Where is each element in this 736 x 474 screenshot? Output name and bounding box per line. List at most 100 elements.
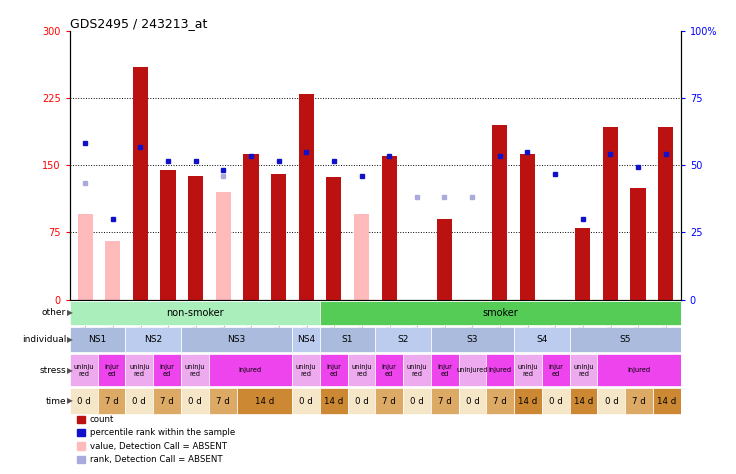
- Text: injured: injured: [489, 367, 512, 373]
- Text: 7 d: 7 d: [160, 397, 174, 405]
- Text: 0 d: 0 d: [77, 397, 91, 405]
- Bar: [403, 355, 431, 386]
- Bar: [437, 219, 452, 300]
- Text: S5: S5: [620, 335, 631, 344]
- Text: rank, Detection Call = ABSENT: rank, Detection Call = ABSENT: [90, 455, 222, 464]
- Bar: [70, 301, 320, 325]
- Text: NS2: NS2: [144, 335, 162, 344]
- Bar: [320, 327, 375, 352]
- Bar: [431, 327, 514, 352]
- Text: 7 d: 7 d: [438, 397, 452, 405]
- Bar: [658, 127, 673, 300]
- Text: non-smoker: non-smoker: [166, 308, 224, 318]
- Text: 14 d: 14 d: [518, 397, 538, 405]
- Bar: [492, 125, 507, 300]
- Text: uninjured: uninjured: [457, 367, 488, 373]
- Bar: [437, 232, 452, 300]
- Text: other: other: [42, 308, 66, 317]
- Bar: [347, 355, 375, 386]
- Bar: [271, 174, 286, 300]
- Bar: [598, 388, 626, 414]
- Bar: [598, 355, 681, 386]
- Bar: [514, 388, 542, 414]
- Bar: [209, 388, 236, 414]
- Text: injur
ed: injur ed: [382, 364, 397, 377]
- Bar: [514, 355, 542, 386]
- Text: 14 d: 14 d: [574, 397, 593, 405]
- Text: ▶: ▶: [67, 397, 73, 405]
- Text: uninju
red: uninju red: [573, 364, 594, 377]
- Bar: [575, 228, 590, 300]
- Text: uninju
red: uninju red: [74, 364, 94, 377]
- Bar: [70, 388, 98, 414]
- Text: injur
ed: injur ed: [548, 364, 563, 377]
- Text: 7 d: 7 d: [216, 397, 230, 405]
- Bar: [188, 176, 203, 300]
- Bar: [153, 355, 181, 386]
- Text: GDS2495 / 243213_at: GDS2495 / 243213_at: [70, 17, 208, 30]
- Text: value, Detection Call = ABSENT: value, Detection Call = ABSENT: [90, 442, 227, 450]
- Bar: [486, 388, 514, 414]
- Bar: [98, 355, 125, 386]
- Bar: [347, 388, 375, 414]
- Bar: [160, 170, 176, 300]
- Bar: [486, 355, 514, 386]
- Text: 14 d: 14 d: [657, 397, 676, 405]
- Text: ▶: ▶: [67, 366, 73, 374]
- Text: NS3: NS3: [227, 335, 246, 344]
- Text: uninju
red: uninju red: [407, 364, 428, 377]
- Bar: [292, 327, 320, 352]
- Bar: [570, 355, 598, 386]
- Bar: [459, 355, 486, 386]
- Text: ▶: ▶: [67, 308, 73, 317]
- Bar: [459, 388, 486, 414]
- Text: uninju
red: uninju red: [351, 364, 372, 377]
- Bar: [320, 388, 347, 414]
- Bar: [153, 388, 181, 414]
- Text: injur
ed: injur ed: [326, 364, 342, 377]
- Bar: [653, 388, 681, 414]
- Text: count: count: [90, 415, 114, 424]
- Bar: [209, 355, 292, 386]
- Text: time: time: [46, 397, 66, 405]
- Bar: [381, 156, 397, 300]
- Text: stress: stress: [40, 366, 66, 374]
- Text: uninju
red: uninju red: [296, 364, 316, 377]
- Bar: [216, 192, 231, 300]
- Bar: [570, 388, 598, 414]
- Bar: [431, 355, 459, 386]
- Bar: [375, 388, 403, 414]
- Bar: [299, 93, 314, 300]
- Text: injur
ed: injur ed: [160, 364, 174, 377]
- Bar: [132, 67, 148, 300]
- Text: 7 d: 7 d: [632, 397, 646, 405]
- Bar: [320, 301, 681, 325]
- Bar: [603, 127, 618, 300]
- Text: 7 d: 7 d: [105, 397, 118, 405]
- Bar: [98, 388, 125, 414]
- Bar: [125, 388, 153, 414]
- Bar: [244, 154, 258, 300]
- Bar: [181, 355, 209, 386]
- Bar: [320, 355, 347, 386]
- Text: S2: S2: [397, 335, 408, 344]
- Text: uninju
red: uninju red: [518, 364, 538, 377]
- Bar: [105, 241, 121, 300]
- Bar: [181, 388, 209, 414]
- Text: percentile rank within the sample: percentile rank within the sample: [90, 428, 235, 437]
- Text: uninju
red: uninju red: [185, 364, 205, 377]
- Bar: [630, 188, 645, 300]
- Text: injur
ed: injur ed: [104, 364, 119, 377]
- Bar: [514, 327, 570, 352]
- Text: 14 d: 14 d: [324, 397, 343, 405]
- Text: 0 d: 0 d: [466, 397, 479, 405]
- Bar: [292, 388, 320, 414]
- Text: S3: S3: [467, 335, 478, 344]
- Bar: [403, 388, 431, 414]
- Bar: [375, 355, 403, 386]
- Text: 0 d: 0 d: [549, 397, 563, 405]
- Text: 0 d: 0 d: [355, 397, 368, 405]
- Text: ▶: ▶: [67, 335, 73, 344]
- Bar: [326, 177, 342, 300]
- Bar: [181, 327, 292, 352]
